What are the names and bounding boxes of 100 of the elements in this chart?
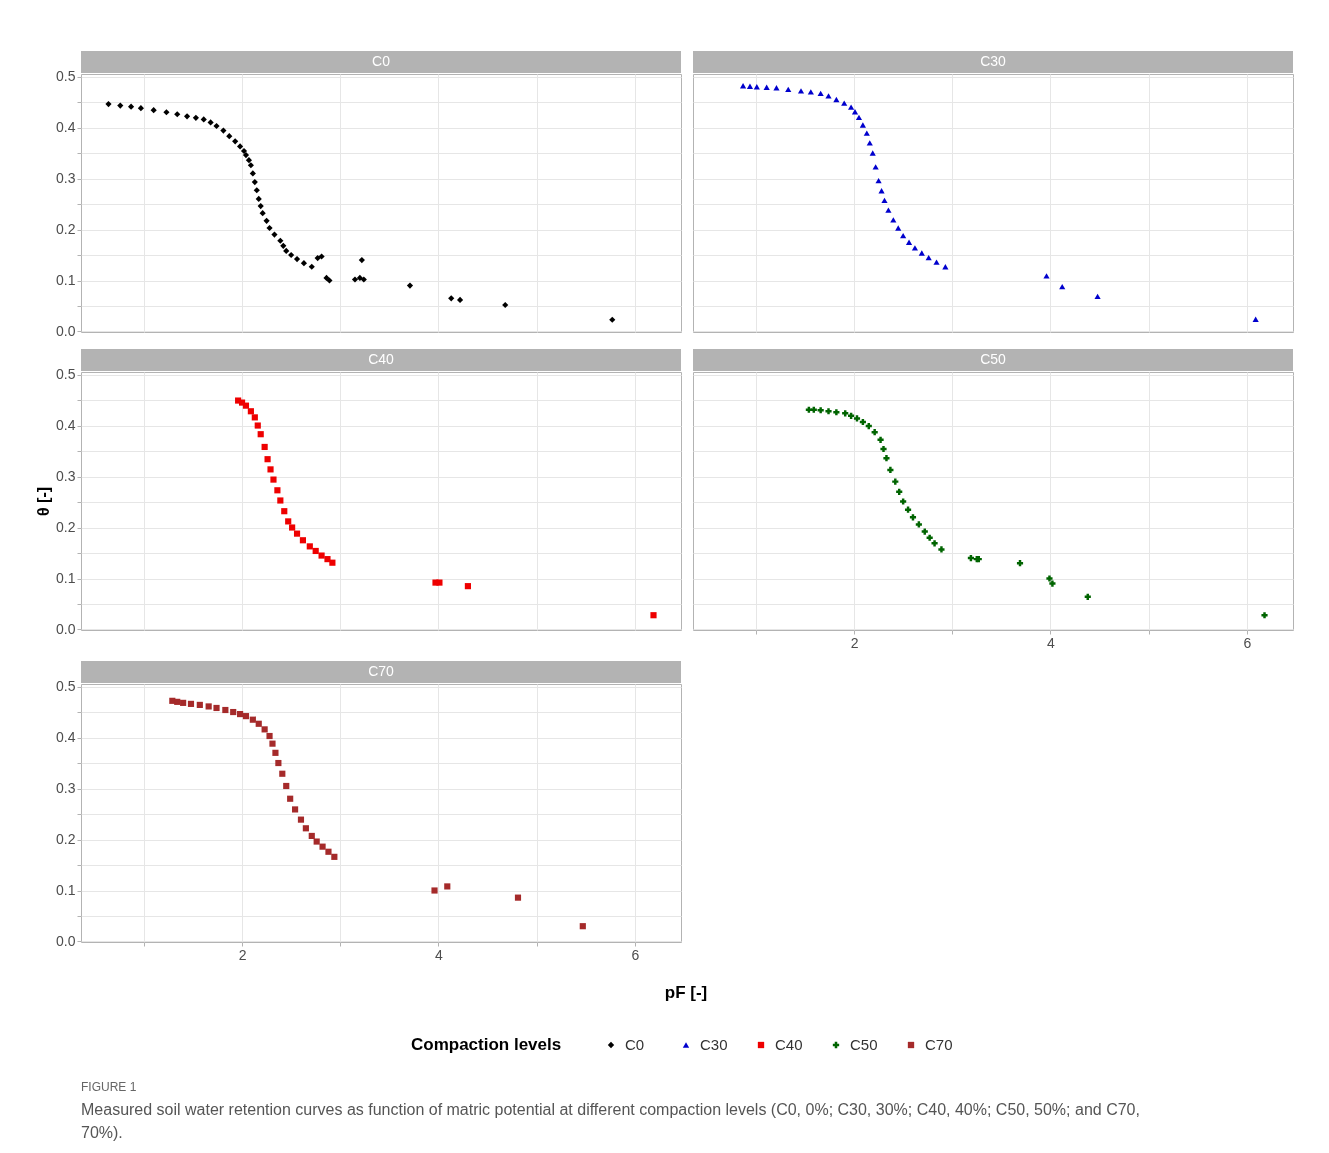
- legend-label: C70: [925, 1036, 953, 1053]
- y-tick-label: 0.4: [56, 119, 76, 136]
- point: [226, 133, 233, 140]
- point: [242, 151, 250, 159]
- point: [281, 508, 288, 515]
- point: [245, 157, 252, 164]
- x-tick-label: 6: [631, 946, 640, 963]
- x-axis-title: pF [-]: [664, 983, 708, 1002]
- y-tick-label: 0.5: [56, 68, 76, 85]
- point: [266, 224, 273, 232]
- point: [255, 720, 262, 727]
- legend-label: C50: [850, 1036, 878, 1053]
- point: [881, 197, 888, 204]
- point: [318, 253, 325, 260]
- point: [297, 816, 305, 823]
- point: [287, 795, 294, 802]
- point: [267, 466, 274, 473]
- y-tick-label: 0.3: [56, 170, 76, 187]
- point: [807, 89, 814, 95]
- point: [163, 109, 170, 116]
- point: [817, 90, 824, 97]
- point: [257, 202, 264, 210]
- point: [249, 170, 256, 177]
- point: [220, 127, 227, 134]
- point: [900, 498, 907, 505]
- point: [436, 579, 443, 586]
- point: [931, 540, 938, 547]
- point: [880, 445, 887, 453]
- point: [242, 713, 250, 720]
- point: [329, 559, 336, 566]
- y-tick-label: 0.0: [56, 322, 76, 339]
- point: [196, 701, 203, 708]
- point: [247, 162, 254, 169]
- point: [293, 530, 301, 537]
- point: [1059, 283, 1066, 290]
- point: [213, 704, 220, 712]
- point: [291, 806, 299, 813]
- point: [869, 150, 876, 156]
- point: [105, 101, 112, 108]
- point: [456, 296, 464, 303]
- y-tick-label: 0.5: [56, 366, 76, 383]
- point: [312, 547, 319, 555]
- point: [257, 431, 264, 438]
- point: [174, 698, 181, 705]
- point: [911, 245, 919, 251]
- point: [261, 726, 268, 733]
- point: [356, 274, 363, 282]
- point: [895, 225, 902, 231]
- point: [174, 111, 181, 118]
- point: [308, 832, 315, 840]
- y-tick-label: 0.0: [56, 620, 76, 637]
- point: [275, 759, 282, 767]
- point: [444, 883, 451, 890]
- point: [848, 104, 855, 110]
- y-tick-label: 0.4: [56, 417, 76, 434]
- point: [892, 478, 899, 485]
- point: [887, 466, 894, 473]
- point: [308, 263, 315, 270]
- point: [448, 295, 455, 302]
- legend-title: Compaction levels: [411, 1035, 562, 1054]
- point: [825, 93, 832, 99]
- point: [406, 282, 414, 289]
- point: [351, 276, 359, 283]
- point: [325, 848, 332, 855]
- y-tick-label: 0.3: [56, 780, 76, 797]
- point: [514, 894, 522, 901]
- chart-title: C0: [372, 53, 391, 69]
- point: [763, 84, 770, 90]
- point: [274, 487, 281, 494]
- point: [222, 706, 229, 714]
- chart-title: C70: [368, 663, 395, 679]
- point: [279, 770, 286, 777]
- point: [909, 514, 917, 521]
- point: [810, 406, 817, 413]
- point: [263, 217, 270, 224]
- point: [785, 86, 792, 92]
- y-tick-label: 0.1: [56, 882, 76, 898]
- point: [306, 543, 313, 550]
- point: [180, 699, 187, 706]
- point: [277, 237, 284, 244]
- point: [240, 147, 248, 155]
- point: [841, 100, 848, 106]
- point: [207, 119, 214, 126]
- point: [299, 537, 307, 544]
- text: Measured soil water retention curves as function of matric potential at different compaction levels (C0, 0%; C30, 30%; C40, 40%; C50, 50%; and C70, 70%).: [81, 1101, 1140, 1141]
- y-axis-title: θ [-]: [35, 486, 53, 517]
- point: [251, 179, 258, 186]
- point: [926, 534, 933, 541]
- point: [609, 316, 616, 323]
- point: [650, 612, 657, 619]
- point: [855, 114, 863, 121]
- x-tick-label: 2: [238, 946, 247, 963]
- x-tick-label: 2: [850, 634, 859, 651]
- chart-title: C50: [980, 351, 1007, 367]
- point: [1261, 612, 1268, 619]
- point: [232, 138, 239, 145]
- point: [277, 497, 284, 504]
- legend-label: C0: [625, 1036, 645, 1053]
- point: [579, 923, 586, 930]
- point: [183, 113, 191, 120]
